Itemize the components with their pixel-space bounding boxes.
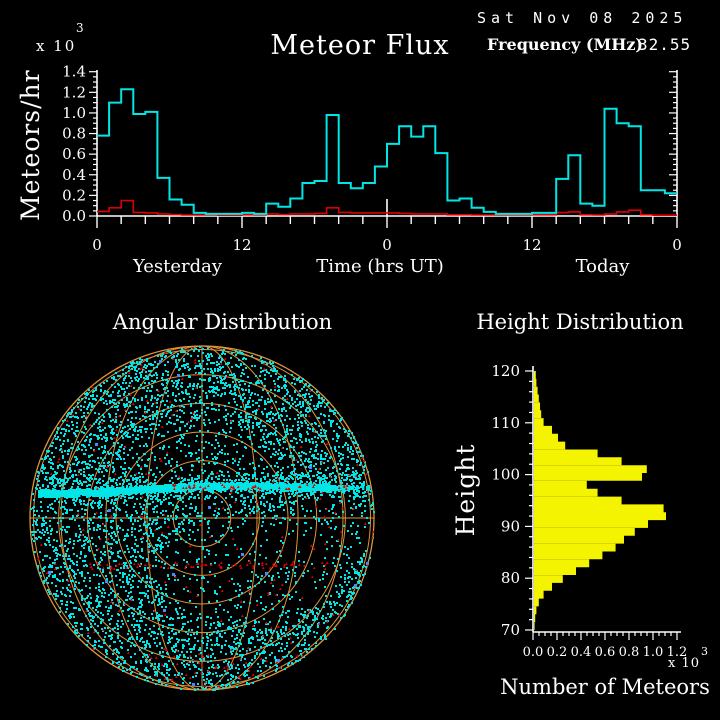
- flux-y-tick-label: 0.0: [62, 207, 86, 225]
- page-title: Meteor Flux: [270, 30, 450, 61]
- flux-x-axis-label: Time (hrs UT): [316, 256, 444, 277]
- height-y-axis-label: Height: [451, 443, 480, 537]
- height-plot-title: Height Distribution: [476, 310, 684, 334]
- height-y-tick-label: 100: [491, 466, 520, 484]
- height-x-tick-label: 0.4: [571, 645, 592, 660]
- flux-x-tick-label: 0: [382, 236, 392, 254]
- flux-y-tick-label: 0.2: [62, 186, 86, 204]
- height-x-tick-label: 1.2: [667, 645, 688, 660]
- flux-y-tick-label: 0.8: [62, 125, 86, 143]
- height-y-tick-label: 80: [501, 569, 520, 587]
- today-label: Today: [575, 256, 630, 277]
- flux-scale-label: x 10: [36, 37, 77, 55]
- flux-x-tick-label: 0: [92, 236, 102, 254]
- flux-chart: 0.0 0.2 0.4 0.6 0.8 1.0 1.2 1.4 0 12 0 12 0: [62, 63, 682, 254]
- height-x-tick-label: 0.8: [619, 645, 640, 660]
- height-scale-exponent: 3: [701, 645, 708, 658]
- flux-y-tick-label: 1.0: [62, 104, 86, 122]
- height-histogram-bars: [534, 371, 666, 630]
- flux-x-tick-label: 0: [672, 236, 682, 254]
- flux-scale-exponent: 3: [76, 21, 84, 35]
- flux-y-tick-label: 0.4: [62, 166, 86, 184]
- flux-main-series: [97, 88, 677, 215]
- frequency-label: Frequency (MHz): [487, 35, 643, 54]
- height-x-axis-label: Number of Meteors: [500, 675, 710, 699]
- height-y-tick-label: 120: [491, 362, 520, 380]
- height-x-tick-label: 0.6: [595, 645, 616, 660]
- flux-y-tick-label: 1.2: [62, 83, 86, 101]
- height-x-tick-label: 0.0: [523, 645, 544, 660]
- flux-y-tick-label: 0.6: [62, 145, 86, 163]
- angular-plot-title: Angular Distribution: [112, 310, 333, 334]
- flux-secondary-series: [97, 199, 677, 216]
- angular-sky-map: [29, 345, 375, 691]
- height-y-tick-label: 70: [501, 621, 520, 639]
- angular-cyan-echo-dots: [30, 346, 375, 691]
- yesterday-label: Yesterday: [132, 256, 223, 277]
- height-scale-label: x 10: [668, 656, 701, 671]
- date-label: Sat Nov 08 2025: [477, 9, 688, 27]
- height-x-tick-label: 0.2: [547, 645, 568, 660]
- frequency-value: 32.55: [638, 35, 692, 54]
- height-x-tick-label: 1.0: [643, 645, 664, 660]
- flux-y-tick-label: 1.4: [62, 63, 86, 81]
- flux-y-axis-label: Meteors/hr: [16, 69, 45, 221]
- height-y-tick-label: 110: [491, 414, 520, 432]
- height-y-tick-label: 90: [501, 517, 520, 535]
- height-chart: 70 80 90 100 110 120 0.0 0.2 0.4 0.6 0.8 1.0 1.2: [491, 362, 687, 660]
- flux-x-tick-label: 12: [232, 236, 251, 254]
- flux-x-tick-label: 12: [522, 236, 541, 254]
